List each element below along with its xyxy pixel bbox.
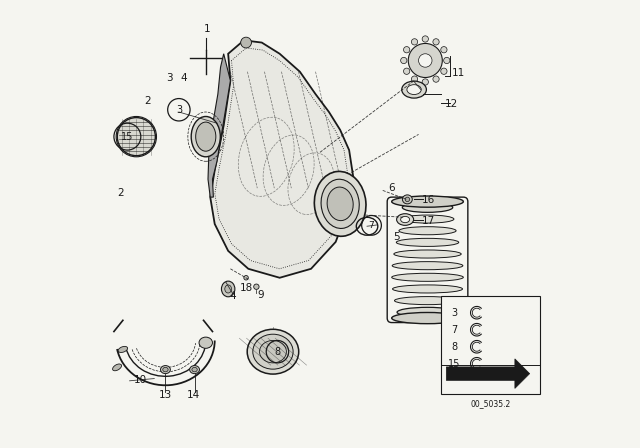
Text: 10: 10 (133, 375, 147, 385)
Circle shape (422, 36, 428, 42)
Circle shape (419, 54, 432, 67)
Ellipse shape (260, 340, 287, 363)
Ellipse shape (405, 197, 410, 202)
Text: 1: 1 (204, 24, 211, 34)
Text: 5: 5 (393, 233, 399, 242)
Text: 9: 9 (257, 290, 264, 300)
Text: 8: 8 (275, 347, 280, 357)
Circle shape (444, 57, 450, 64)
Circle shape (404, 47, 410, 53)
Text: 3: 3 (166, 73, 173, 83)
Text: 3: 3 (451, 308, 458, 318)
Ellipse shape (394, 250, 461, 258)
Ellipse shape (394, 297, 461, 305)
Circle shape (441, 47, 447, 53)
Text: 14: 14 (187, 390, 200, 400)
Ellipse shape (253, 284, 259, 289)
Circle shape (401, 57, 407, 64)
Text: 16: 16 (422, 195, 435, 205)
Text: 15: 15 (448, 359, 461, 369)
Text: 2: 2 (144, 96, 151, 106)
Text: 7: 7 (451, 325, 458, 335)
Ellipse shape (403, 202, 452, 212)
Circle shape (412, 76, 418, 82)
Text: 00_5035.2: 00_5035.2 (470, 399, 510, 408)
Text: 3: 3 (176, 105, 182, 115)
Text: 4: 4 (229, 291, 236, 301)
Ellipse shape (199, 337, 212, 349)
Ellipse shape (321, 179, 359, 228)
Text: 6: 6 (388, 183, 395, 193)
Text: 2: 2 (117, 188, 124, 198)
Ellipse shape (327, 187, 353, 220)
Circle shape (404, 68, 410, 74)
Ellipse shape (392, 313, 463, 323)
Ellipse shape (401, 216, 410, 223)
Text: 18: 18 (240, 283, 253, 293)
Ellipse shape (225, 285, 232, 293)
Ellipse shape (392, 285, 463, 293)
Ellipse shape (191, 116, 220, 157)
Text: 8: 8 (451, 342, 458, 352)
Ellipse shape (241, 39, 251, 47)
Ellipse shape (397, 307, 458, 317)
Ellipse shape (392, 196, 463, 207)
Text: 4: 4 (180, 73, 187, 83)
Ellipse shape (161, 366, 170, 374)
Text: 12: 12 (445, 99, 458, 109)
Ellipse shape (244, 276, 248, 280)
Polygon shape (446, 359, 530, 388)
Circle shape (412, 39, 418, 45)
Circle shape (433, 76, 439, 82)
Ellipse shape (118, 346, 127, 353)
Ellipse shape (403, 195, 412, 204)
Circle shape (408, 43, 442, 78)
Text: 17: 17 (422, 216, 435, 226)
Ellipse shape (407, 85, 421, 95)
Ellipse shape (392, 273, 463, 281)
Circle shape (441, 68, 447, 74)
Polygon shape (208, 54, 230, 197)
Ellipse shape (247, 329, 299, 374)
Circle shape (433, 39, 439, 45)
Ellipse shape (163, 367, 168, 372)
Ellipse shape (397, 214, 413, 225)
Ellipse shape (402, 81, 426, 98)
Ellipse shape (196, 122, 216, 151)
Ellipse shape (192, 367, 197, 372)
Text: 15: 15 (121, 132, 134, 142)
Ellipse shape (189, 366, 200, 374)
Polygon shape (210, 40, 353, 278)
Text: 11: 11 (452, 68, 465, 78)
Ellipse shape (221, 281, 235, 297)
Text: 13: 13 (159, 390, 172, 400)
Ellipse shape (253, 334, 293, 369)
Ellipse shape (396, 238, 459, 246)
Ellipse shape (117, 118, 156, 156)
Ellipse shape (401, 215, 454, 223)
Text: 7: 7 (369, 221, 374, 230)
Ellipse shape (399, 227, 456, 235)
FancyBboxPatch shape (441, 296, 540, 394)
Ellipse shape (314, 172, 366, 236)
Ellipse shape (392, 262, 463, 270)
Circle shape (422, 79, 428, 85)
Circle shape (241, 37, 252, 48)
Ellipse shape (113, 364, 122, 371)
